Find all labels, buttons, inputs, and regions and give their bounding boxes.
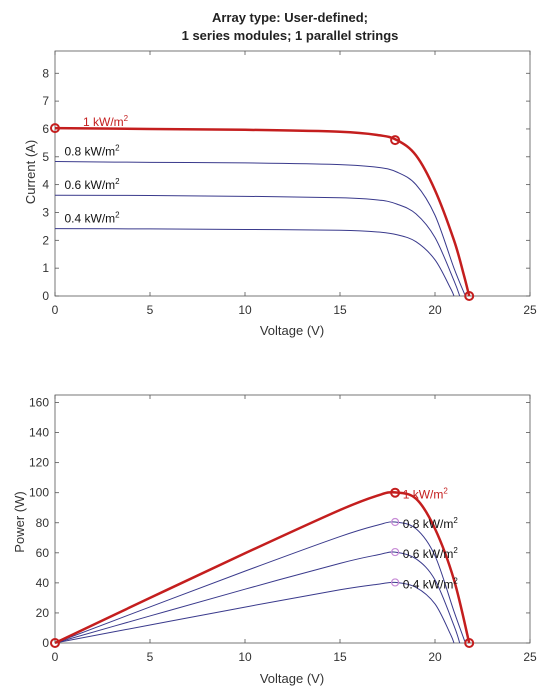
series-label: 0.8 kW/m2 [403, 516, 459, 531]
power-voltage-plot: 0 5 10 15 20 25 0 20 40 60 80 100 120 140 160 1 kW/m2 0.… [29, 394, 537, 664]
plot-frame [54, 50, 531, 297]
series-line-0-6-kw-m2 [54, 194, 461, 297]
series-label: 1 kW/m2 [83, 114, 129, 129]
series-line-1-kw-m2 [54, 490, 471, 645]
series-label: 0.4 kW/m2 [403, 576, 459, 591]
y-tick-label: 160 [29, 396, 49, 410]
series-label: 0.6 kW/m2 [403, 546, 459, 561]
x-tick-label: 20 [428, 303, 442, 317]
x-tick-label: 25 [523, 303, 537, 317]
y-tick-label: 2 [42, 233, 49, 247]
series-label: 0.4 kW/m2 [65, 211, 121, 226]
series-label: 0.8 kW/m2 [65, 144, 121, 159]
y-tick-label: 140 [29, 426, 49, 440]
y-tick-label: 20 [36, 606, 50, 620]
series-label: 0.6 kW/m2 [65, 177, 121, 192]
series-label: 1 kW/m2 [403, 487, 449, 502]
x-tick-label: 10 [238, 650, 252, 664]
series-line-0-4-kw-m2 [54, 228, 455, 297]
point-marker [391, 547, 400, 557]
y-tick-label: 120 [29, 456, 49, 470]
y-tick-label: 7 [42, 94, 49, 108]
y-tick-label: 100 [29, 486, 49, 500]
y-tick-label: 3 [42, 205, 49, 219]
chart-title-line2: 1 series modules; 1 parallel strings [182, 28, 399, 43]
x-tick-label: 25 [523, 650, 537, 664]
x-tick-label: 20 [428, 650, 442, 664]
y-tick-label: 80 [36, 516, 50, 530]
x-tick-label: 5 [147, 650, 154, 664]
point-marker [464, 638, 475, 648]
x-tick-label: 0 [52, 650, 59, 664]
current-voltage-plot: 0 5 10 15 20 25 0 1 2 3 4 5 6 7 8 1 kW/m2 0.8 kW/m2 0.6 k… [42, 50, 537, 317]
plot-frame [54, 394, 531, 644]
x-tick-label: 15 [333, 303, 347, 317]
y-tick-label: 4 [42, 178, 49, 192]
series-line-1-kw-m2 [54, 126, 471, 297]
x-tick-label: 5 [147, 303, 154, 317]
point-marker [391, 517, 400, 527]
point-marker [390, 487, 401, 498]
series-line-0-8-kw-m2 [54, 521, 466, 644]
y-tick-label: 5 [42, 150, 49, 164]
y-tick-label: 40 [36, 576, 50, 590]
y-tick-label: 0 [42, 636, 49, 650]
y-axis-label-current-plot: Current (A) [23, 140, 38, 204]
y-tick-label: 8 [42, 66, 49, 80]
point-marker [50, 638, 60, 648]
y-tick-label: 60 [36, 546, 50, 560]
x-tick-label: 10 [238, 303, 252, 317]
point-marker [50, 123, 60, 134]
y-tick-label: 6 [42, 122, 49, 136]
y-axis-label-power-plot: Power (W) [12, 491, 27, 552]
chart-title-line1: Array type: User-defined; [212, 10, 368, 25]
y-tick-label: 1 [42, 261, 49, 275]
y-tick-label: 0 [42, 289, 49, 303]
x-tick-label: 15 [333, 650, 347, 664]
series-line-0-6-kw-m2 [54, 551, 461, 644]
point-marker [391, 578, 400, 587]
x-axis-label-power-plot: Voltage (V) [260, 671, 324, 686]
point-marker [464, 291, 475, 301]
point-marker [390, 135, 401, 146]
series-line-0-8-kw-m2 [54, 161, 466, 297]
x-axis-label-current-plot: Voltage (V) [260, 323, 324, 338]
x-tick-label: 0 [52, 303, 59, 317]
series-line-0-4-kw-m2 [54, 581, 455, 644]
